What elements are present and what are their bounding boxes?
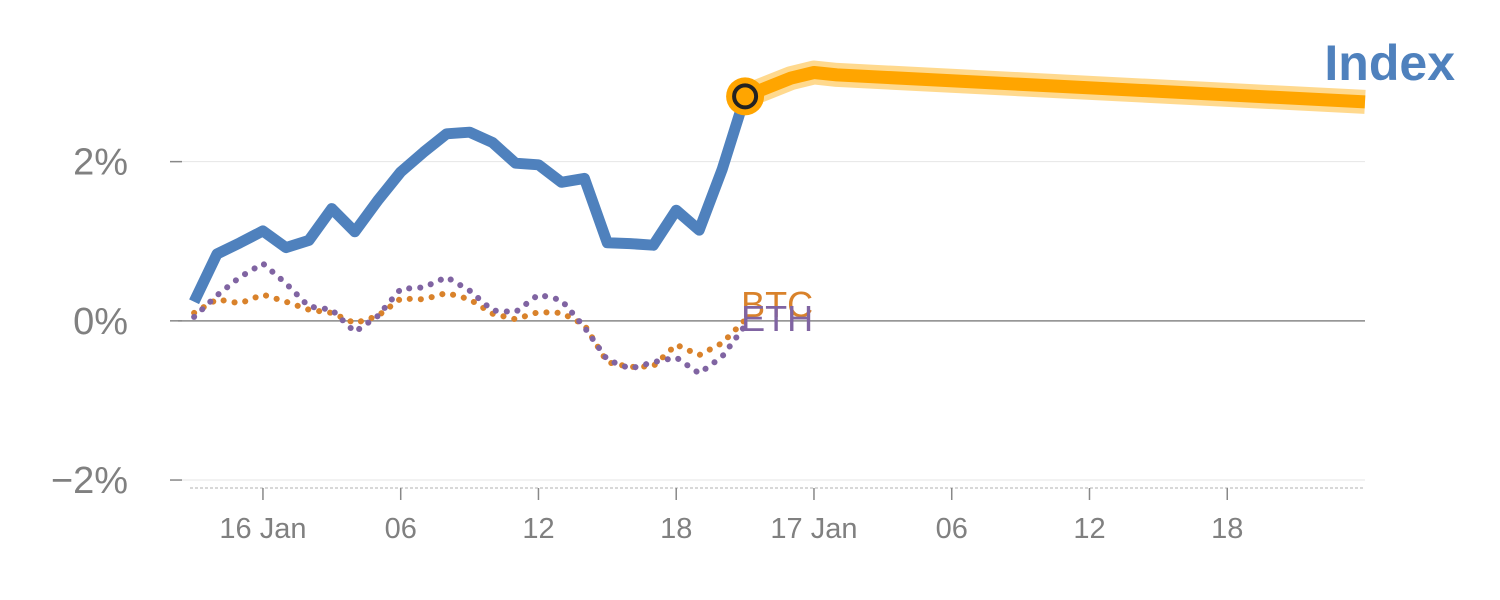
chart-title: Index bbox=[1324, 35, 1455, 91]
x-axis: 16 Jan 06 12 18 17 Jan 06 12 18 bbox=[190, 487, 1365, 545]
x-tick-label: 18 bbox=[660, 513, 692, 545]
x-tick-label: 18 bbox=[1211, 513, 1243, 545]
y-axis: 2% 0% −2% bbox=[51, 142, 182, 502]
x-tick-label: 06 bbox=[385, 513, 417, 545]
x-tick-label: 12 bbox=[522, 513, 554, 545]
series-line-index bbox=[189, 94, 751, 305]
series-label-eth: ETH bbox=[741, 298, 813, 339]
series-line-eth bbox=[191, 260, 749, 377]
gridlines bbox=[178, 161, 1365, 481]
y-tick-label: 0% bbox=[73, 301, 128, 343]
series-line-btc bbox=[191, 290, 749, 370]
x-tick-label: 06 bbox=[936, 513, 968, 545]
x-tick-label: 12 bbox=[1073, 513, 1105, 545]
forecast-line bbox=[742, 66, 1366, 109]
series-layer bbox=[189, 60, 1366, 377]
current-point-marker bbox=[732, 83, 759, 110]
series-label-btc: BTC bbox=[741, 284, 813, 325]
x-tick-label: 16 Jan bbox=[219, 513, 306, 545]
x-tick-label: 17 Jan bbox=[770, 513, 857, 545]
y-tick-label: 2% bbox=[73, 142, 128, 184]
y-tick-label: −2% bbox=[51, 460, 128, 502]
